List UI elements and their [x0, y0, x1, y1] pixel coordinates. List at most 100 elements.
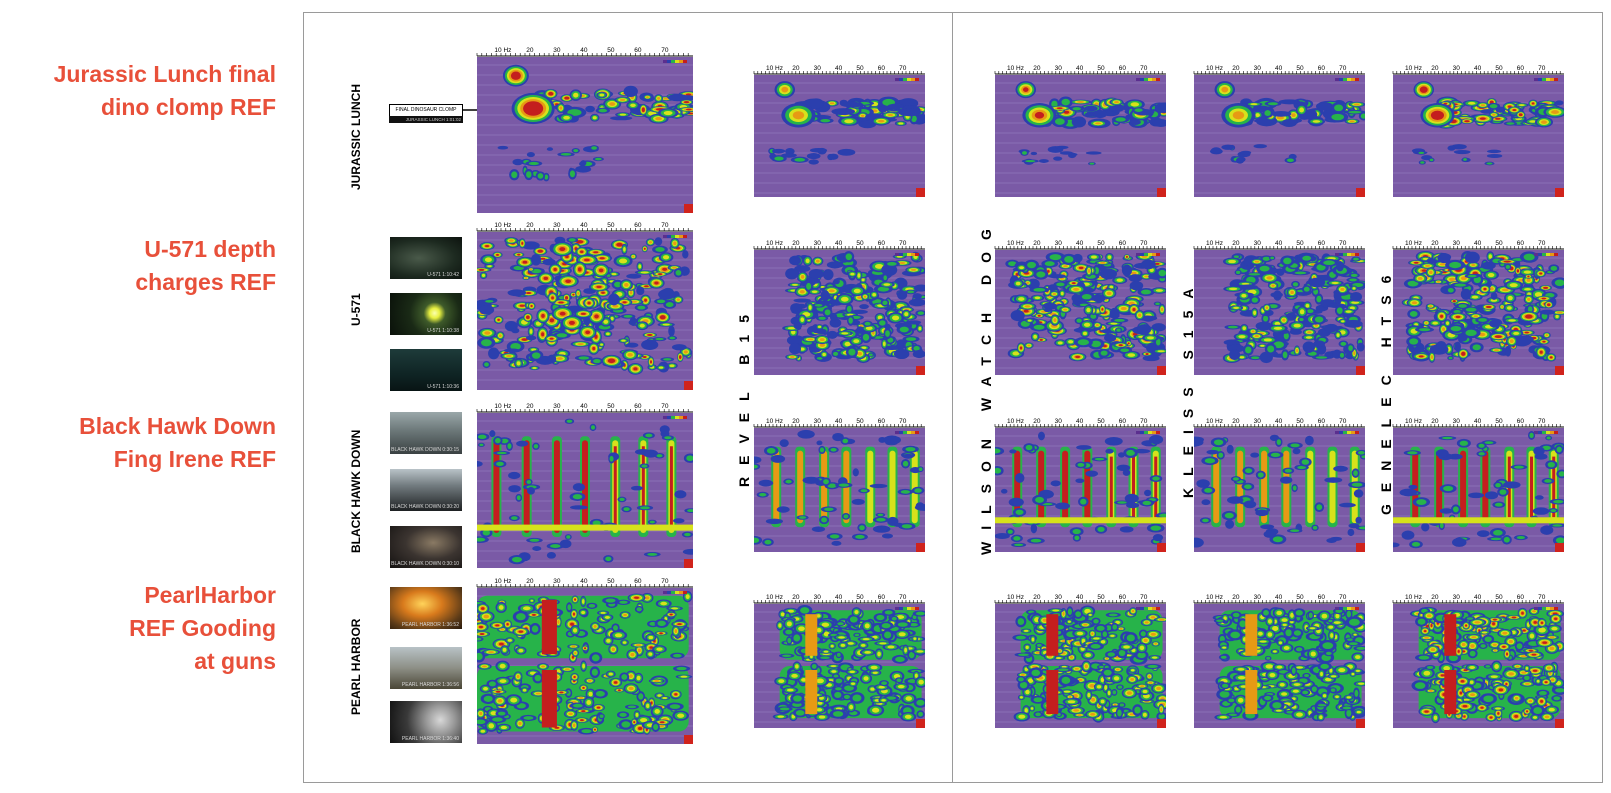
- spectral-blob: [1019, 346, 1023, 350]
- axis-tick-label: 30: [1453, 240, 1461, 247]
- color-key-swatch: [915, 253, 919, 256]
- color-key-swatch: [895, 253, 899, 256]
- spectral-blob: [1095, 324, 1099, 327]
- spectral-blob: [896, 255, 903, 258]
- axis-tick-label: 10 Hz: [1405, 240, 1422, 247]
- color-key-swatch: [1542, 78, 1546, 81]
- spectral-blob: [530, 304, 533, 308]
- spectral-blob: [487, 265, 492, 268]
- spectral-blob: [541, 313, 545, 318]
- spectral-blob: [781, 153, 797, 158]
- spectral-blob: [609, 359, 614, 363]
- spectral-blob: [818, 300, 832, 305]
- spectral-content: [1222, 252, 1365, 364]
- axis-tick-label: 50: [607, 47, 615, 54]
- spectral-blob: [907, 290, 915, 294]
- spectral-blob: [1033, 334, 1037, 339]
- spectral-blob: [1022, 87, 1029, 92]
- spectral-blob: [1240, 150, 1252, 155]
- corner-badge: [684, 381, 693, 390]
- spectral-blob: [917, 311, 925, 315]
- spectral-blob: [799, 289, 805, 294]
- spectral-blob: [1149, 268, 1154, 273]
- speaker-spectrogram: 10 Hz 20 30 40 50 60 70: [994, 65, 1166, 197]
- spectral-blob: [1259, 265, 1270, 272]
- spectral-blob: [1155, 302, 1160, 306]
- spectral-blob: [497, 145, 509, 150]
- spectral-blob: [1238, 335, 1246, 339]
- spectral-blob: [1049, 254, 1062, 261]
- spectral-blob: [565, 97, 569, 100]
- spectral-blob: [1356, 342, 1365, 352]
- spectral-blob: [1259, 351, 1273, 364]
- spectral-blob: [685, 93, 692, 96]
- spectral-blob: [887, 262, 897, 266]
- color-key-swatch: [1140, 253, 1144, 256]
- axis-tick-label: 70: [1339, 240, 1347, 247]
- spectral-blob: [619, 258, 628, 264]
- spectral-blob: [1270, 292, 1283, 298]
- axis-tick-label: 40: [580, 47, 588, 54]
- spectral-blob: [1057, 341, 1063, 345]
- spectral-blob: [1086, 307, 1091, 313]
- spectral-blob: [1440, 314, 1444, 318]
- color-key-swatch: [1156, 253, 1160, 256]
- spectral-blob: [1104, 333, 1117, 342]
- axis-tick-label: 30: [1254, 240, 1262, 247]
- color-key-swatch: [1347, 78, 1351, 81]
- spectral-blob: [556, 357, 563, 360]
- axis-tick-label: 30: [1055, 65, 1063, 72]
- spectral-blob: [1015, 281, 1021, 286]
- ref-title-u571: U-571 depth charges REF: [135, 233, 276, 299]
- axis-tick-label: 50: [1495, 240, 1503, 247]
- spectral-blob: [820, 286, 825, 289]
- spectral-blob: [544, 174, 549, 180]
- spectral-blob: [516, 361, 521, 366]
- spectral-blob: [1033, 287, 1046, 292]
- spectral-blob: [537, 173, 544, 179]
- color-key-swatch: [899, 253, 903, 256]
- spectral-blob: [663, 97, 670, 100]
- spectral-blob: [619, 98, 626, 101]
- color-key-swatch: [1148, 78, 1152, 81]
- spectral-blob: [497, 318, 500, 321]
- spectral-blob: [792, 111, 805, 120]
- spectral-blob: [1063, 308, 1068, 311]
- spectral-content: [477, 236, 693, 375]
- spectral-blob: [1144, 275, 1149, 278]
- spectral-blob: [644, 298, 647, 302]
- spectral-blob: [549, 337, 554, 340]
- spectral-blob: [1463, 158, 1467, 161]
- spectral-blob: [594, 314, 599, 319]
- spectral-blob: [655, 247, 665, 252]
- spectral-blob: [1360, 113, 1365, 119]
- spectral-blob: [1210, 147, 1222, 154]
- spectral-blob: [624, 283, 629, 287]
- spectral-blob: [484, 362, 489, 367]
- spectral-blob: [1137, 313, 1142, 317]
- spectral-blob: [577, 343, 584, 346]
- spectral-blob: [1127, 342, 1130, 345]
- spectral-blob: [1524, 331, 1529, 334]
- color-key-swatch: [663, 60, 667, 63]
- spectral-blob: [1109, 285, 1114, 289]
- spectral-blob: [1137, 324, 1152, 335]
- spectral-blob: [508, 239, 514, 242]
- spectral-blob: [1267, 102, 1278, 106]
- color-key-swatch: [675, 235, 679, 238]
- spectral-blob: [1107, 255, 1112, 260]
- axis-tick-label: 70: [1538, 65, 1546, 72]
- spectral-blob: [1534, 292, 1543, 298]
- spectral-blob: [811, 278, 821, 284]
- spectral-blob: [1541, 120, 1548, 124]
- spectral-blob: [789, 343, 802, 355]
- spectral-blob: [485, 300, 494, 303]
- spectral-blob: [829, 102, 835, 105]
- spectral-blob: [512, 73, 519, 79]
- axis-tick-label: 20: [1232, 240, 1240, 247]
- spectral-blob: [897, 290, 908, 300]
- spectral-blob: [612, 304, 619, 308]
- spectral-blob: [1115, 117, 1126, 122]
- spectral-blob: [800, 275, 805, 279]
- spectral-blob: [1414, 261, 1419, 264]
